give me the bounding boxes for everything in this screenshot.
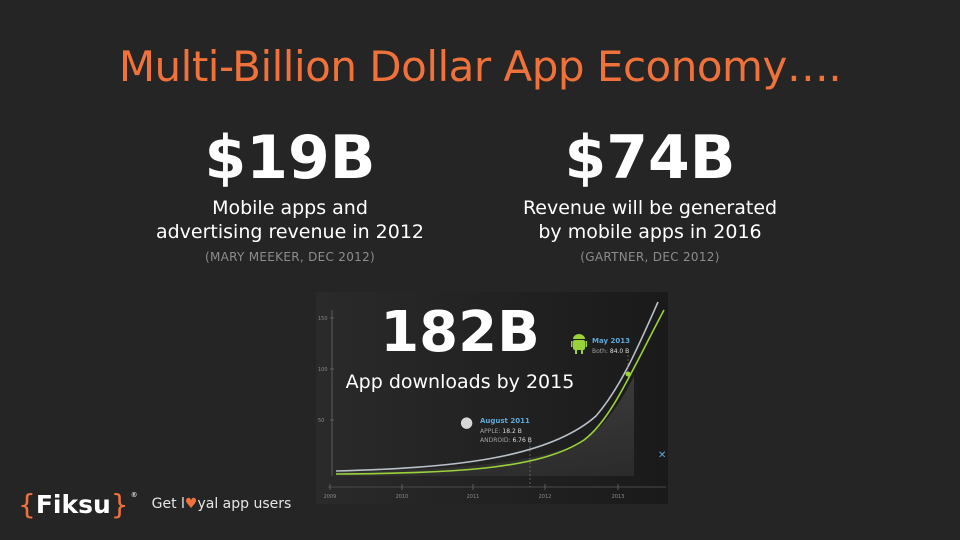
x-tick-label: 2010 bbox=[396, 494, 409, 500]
y-tick-label: 100 bbox=[318, 367, 328, 373]
stat-value: 182B bbox=[380, 300, 540, 365]
annotation-title: May 2013 bbox=[592, 337, 630, 345]
x-tick-label: 2012 bbox=[539, 494, 552, 500]
annotation-line1: Both: 84.0 B bbox=[592, 348, 629, 355]
y-tick-label: 150 bbox=[318, 316, 328, 322]
series-line-android bbox=[335, 309, 665, 475]
y-tick-label: 50 bbox=[318, 418, 324, 424]
stat-description: App downloads by 2015 bbox=[345, 371, 575, 393]
logo-brace-right: } bbox=[110, 487, 129, 521]
tagline: Get l♥yal app users bbox=[152, 496, 292, 512]
series-line-apple bbox=[335, 301, 659, 472]
x-tick-label: 2011 bbox=[467, 494, 480, 500]
heart-icon: ♥ bbox=[184, 496, 198, 512]
tagline-post: yal app users bbox=[197, 496, 292, 512]
android-icon bbox=[571, 334, 587, 354]
annotation-line1: APPLE: 18.2 B bbox=[480, 428, 522, 435]
fiksu-logo: { Fiksu } ® bbox=[18, 488, 138, 521]
chart-mark: ✕ bbox=[658, 450, 666, 461]
logo-text: Fiksu bbox=[35, 489, 111, 519]
apple-icon: ● bbox=[460, 413, 473, 431]
series-intersection bbox=[625, 371, 631, 377]
stat-revenue-2012: $19B Mobile apps and advertising revenue… bbox=[120, 128, 460, 264]
tagline-pre: Get l bbox=[151, 496, 185, 512]
annotation-line2: ANDROID: 6.76 B bbox=[480, 437, 532, 444]
stat-source: (GARTNER, DEC 2012) bbox=[580, 250, 720, 264]
stat-revenue-2016: $74B Revenue will be generated by mobile… bbox=[480, 128, 820, 264]
stat-value: $74B bbox=[564, 123, 736, 193]
stat-description: Mobile apps and advertising revenue in 2… bbox=[120, 196, 460, 244]
x-tick-label: 2013 bbox=[612, 494, 625, 500]
footer: { Fiksu } ® Get l♥yal app users bbox=[18, 488, 292, 521]
stat-description: Revenue will be generated by mobile apps… bbox=[480, 196, 820, 244]
stat-desc-line2: by mobile apps in 2016 bbox=[538, 221, 762, 243]
app-downloads-chart: 150 100 50 2009 2010 2011 2012 2013 ● August 2… bbox=[316, 292, 668, 504]
stat-desc-line2: advertising revenue in 2012 bbox=[155, 221, 425, 243]
stat-source: (MARY MEEKER, DEC 2012) bbox=[204, 250, 376, 264]
slide-title: Multi-Billion Dollar App Economy…. bbox=[118, 42, 842, 91]
stat-desc-line1: Mobile apps and bbox=[212, 197, 368, 219]
chart-svg: 150 100 50 2009 2010 2011 2012 2013 ● August 2… bbox=[316, 292, 668, 504]
stat-value: $19B bbox=[204, 123, 376, 193]
logo-brace-left: { bbox=[18, 487, 36, 521]
chart-area bbox=[336, 376, 634, 476]
stat-downloads-2015: 182B App downloads by 2015 bbox=[330, 300, 590, 394]
x-tick-label: 2009 bbox=[324, 494, 337, 500]
annotation-title: August 2011 bbox=[480, 417, 530, 425]
stat-desc-line1: Revenue will be generated bbox=[522, 197, 778, 219]
trademark: ® bbox=[130, 490, 138, 499]
